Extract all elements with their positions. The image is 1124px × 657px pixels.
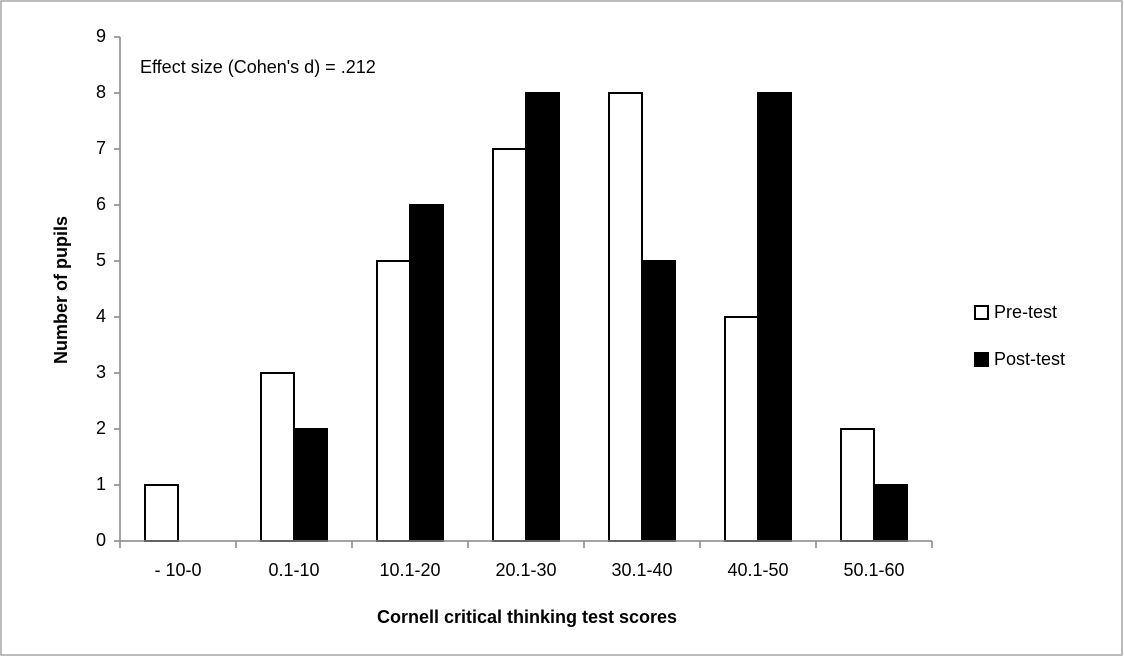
y-tick-label: 6 bbox=[96, 194, 106, 214]
y-tick-label: 8 bbox=[96, 82, 106, 102]
legend-label: Pre-test bbox=[994, 302, 1057, 322]
legend-swatch bbox=[974, 352, 989, 367]
x-tick-label: 0.1-10 bbox=[268, 560, 319, 580]
x-tick-label: - 10-0 bbox=[154, 560, 201, 580]
bar bbox=[641, 260, 676, 542]
annotation: Effect size (Cohen's d) = .212 bbox=[140, 57, 376, 77]
bar bbox=[757, 92, 792, 542]
bar bbox=[608, 92, 643, 542]
bar bbox=[409, 204, 444, 542]
legend-label: Post-test bbox=[994, 349, 1065, 369]
y-tick-label: 0 bbox=[96, 530, 106, 550]
bar bbox=[144, 484, 179, 542]
y-axis-label: Number of pupils bbox=[51, 216, 71, 364]
y-tick-label: 3 bbox=[96, 362, 106, 382]
x-axis-label: Cornell critical thinking test scores bbox=[377, 607, 677, 627]
y-tick-label: 5 bbox=[96, 250, 106, 270]
y-tick-label: 2 bbox=[96, 418, 106, 438]
bar bbox=[293, 428, 328, 542]
x-tick-label: 40.1-50 bbox=[727, 560, 788, 580]
bar bbox=[724, 316, 759, 542]
bar bbox=[840, 428, 875, 542]
y-tick-label: 4 bbox=[96, 306, 106, 326]
bar bbox=[525, 92, 560, 542]
y-tick-label: 1 bbox=[96, 474, 106, 494]
x-tick-label: 30.1-40 bbox=[611, 560, 672, 580]
y-tick-label: 9 bbox=[96, 26, 106, 46]
bar bbox=[492, 148, 527, 542]
x-tick-label: 50.1-60 bbox=[843, 560, 904, 580]
bar bbox=[260, 372, 295, 542]
legend-swatch bbox=[974, 305, 989, 320]
bar bbox=[376, 260, 411, 542]
bar bbox=[873, 484, 908, 542]
y-tick-label: 7 bbox=[96, 138, 106, 158]
x-tick-label: 10.1-20 bbox=[379, 560, 440, 580]
x-tick-label: 20.1-30 bbox=[495, 560, 556, 580]
